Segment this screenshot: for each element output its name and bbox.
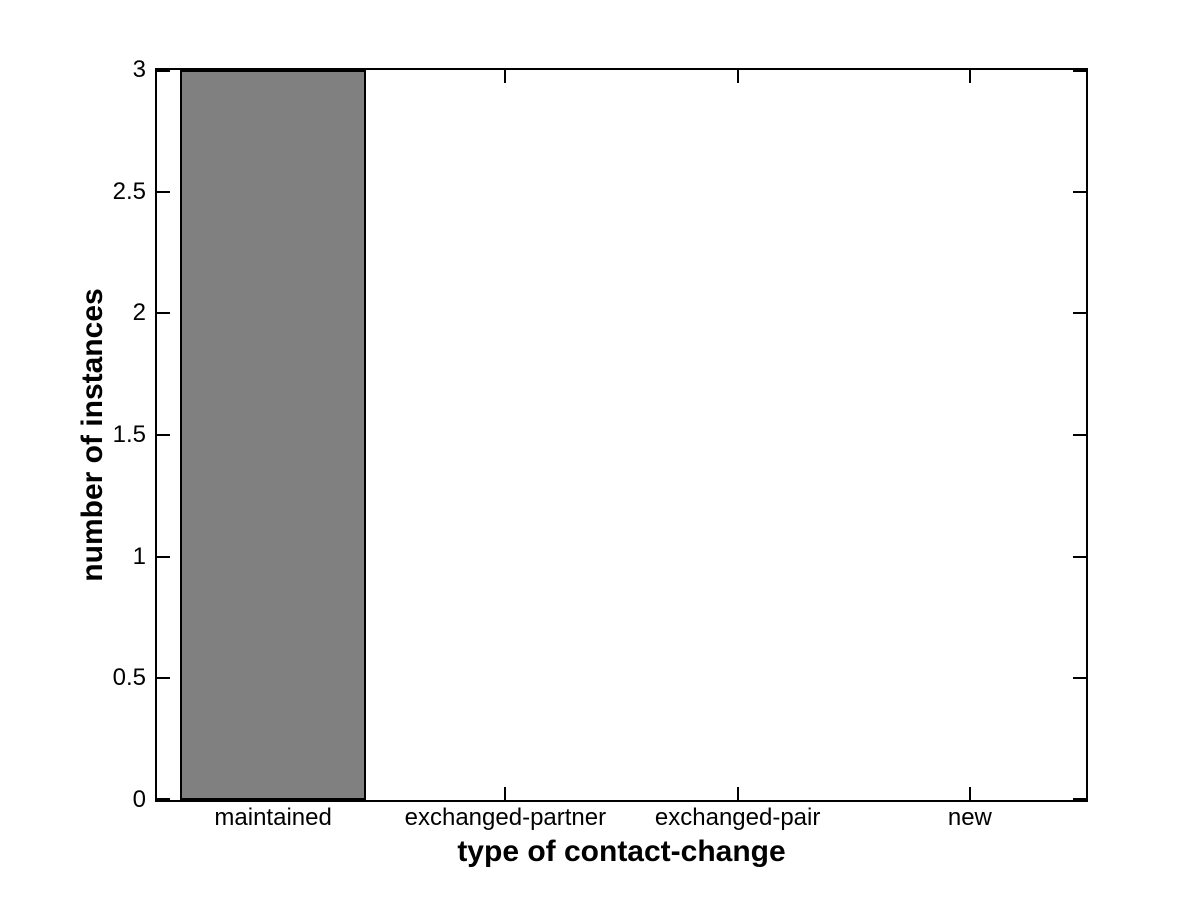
y-tick: [1073, 190, 1086, 193]
y-tick-label: 2: [132, 299, 146, 327]
x-tick: [736, 70, 739, 83]
x-tick: [736, 787, 739, 800]
x-tick: [968, 787, 971, 800]
x-tick: [504, 787, 507, 800]
y-tick-label: 0: [132, 786, 146, 813]
y-tick-label: 2.5: [112, 177, 146, 205]
y-tick: [1073, 70, 1086, 72]
x-tick-label: exchanged-pair: [654, 804, 821, 831]
y-tick-label: 3: [132, 56, 146, 83]
y-tick: [1073, 434, 1086, 436]
x-axis-label: type of contact-change: [457, 835, 786, 868]
y-tick: [157, 798, 170, 800]
y-tick: [157, 312, 170, 315]
bar-maintained: [180, 70, 367, 800]
x-tick-label: exchanged-partner: [404, 804, 607, 831]
y-tick-label: 1.5: [112, 421, 146, 448]
plot-area: [155, 68, 1088, 802]
y-tick-label: 1: [132, 542, 146, 570]
x-tick-label: new: [947, 804, 992, 831]
y-tick: [157, 70, 170, 72]
x-tick-label: maintained: [214, 804, 332, 831]
x-tick: [968, 70, 971, 83]
y-tick: [1073, 677, 1086, 680]
y-tick: [1073, 312, 1086, 315]
y-tick: [157, 555, 170, 558]
y-tick: [157, 190, 170, 193]
x-tick: [504, 70, 507, 83]
y-tick: [157, 434, 170, 436]
y-tick: [157, 677, 170, 680]
y-tick-label: 0.5: [112, 664, 146, 692]
y-tick: [1073, 555, 1086, 558]
y-tick: [1073, 798, 1086, 800]
